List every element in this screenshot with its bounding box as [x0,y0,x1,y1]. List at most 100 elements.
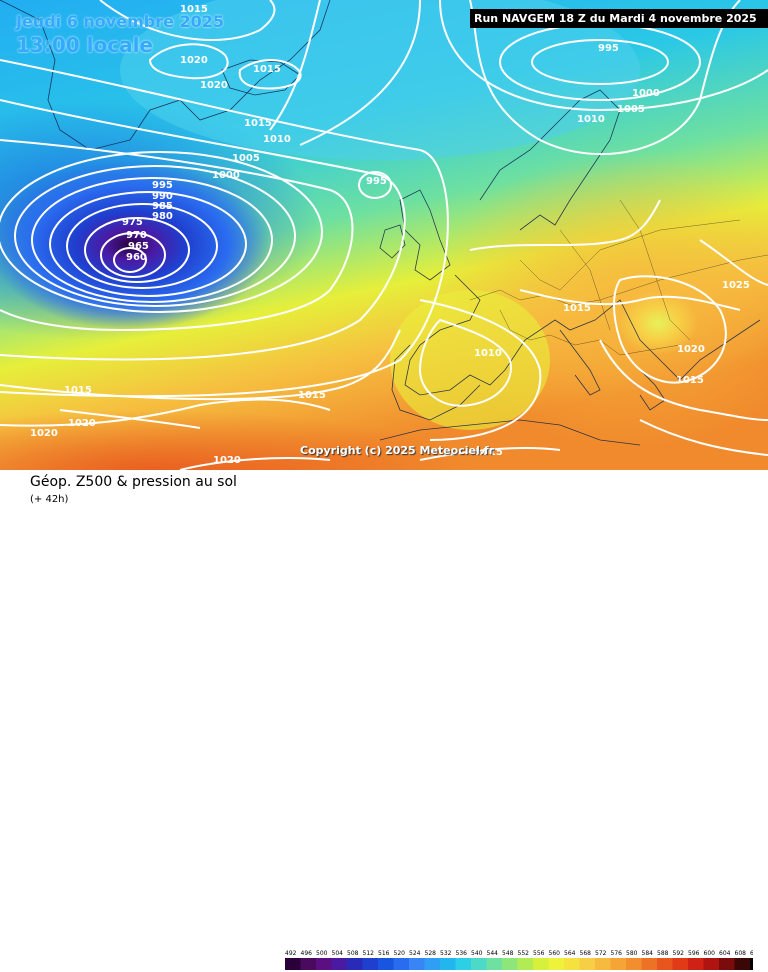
isobar-1005 [0,99,406,361]
legend-tick-label: 564 [564,950,576,957]
legend-swatch [548,958,564,970]
legend-swatch [595,958,611,970]
isobar-label: 1005 [617,104,645,115]
legend-swatch [378,958,394,970]
isobar-1020-left [59,409,201,429]
isobar-1015-mid [519,289,741,311]
legend-tick-label: 540 [471,950,483,957]
isobar-label: 1015 [244,118,272,129]
legend-tick-label: 592 [673,950,685,957]
legend-tick-label: 544 [487,950,499,957]
legend-tick-label: 508 [347,950,359,957]
legend-swatch [393,958,409,970]
south-red-area [0,410,470,470]
map-canvas: 1015 1020 1020 1015 1015 1010 1005 1000 … [0,0,768,470]
isobar-1010-iberia [418,318,512,407]
isobar-995-small [358,171,392,199]
legend-swatch [316,958,332,970]
isobar-label: 1000 [212,170,240,181]
legend-tick-label: 524 [409,950,421,957]
legend-tick-label: 612 [750,950,753,957]
isobar-label: 1015 [64,385,92,396]
legend-swatch [455,958,471,970]
country-borders [469,199,768,356]
isobar-995 [0,151,323,313]
europe-coast [404,274,761,396]
border-4 [559,229,611,331]
isobar-label: 980 [152,211,173,222]
legend-tick-label: 504 [332,950,344,957]
isobar-label: 1020 [180,55,208,66]
legend-swatch [564,958,580,970]
isobar-label: 1020 [677,344,705,355]
isobar-greenland-1020 [148,43,229,80]
legend-swatch [688,958,704,970]
legend-swatch [672,958,688,970]
isobar-label: 1020 [200,80,228,91]
forecast-date: Jeudi 6 novembre 2025 [16,12,225,31]
legend-swatch [517,958,533,970]
legend-tick-label: 528 [425,950,437,957]
isobar-labels: 1015 1020 1020 1015 1015 1010 1005 1000 … [30,4,750,466]
legend-swatch [579,958,595,970]
legend-swatch [533,958,549,970]
isobar-960 [113,247,147,273]
legend-tick-label: 588 [657,950,669,957]
border-5 [619,199,691,341]
legend-swatch [362,958,378,970]
legend-swatch [626,958,642,970]
isobar-1015-se [599,339,768,421]
north-africa-coast [379,419,641,446]
isobar-1020-se [639,419,768,456]
isobar-label: 1010 [577,114,605,125]
isobar-975 [66,203,218,289]
isobar-995-nordic [531,39,669,85]
footer: Géop. Z500 & pression au sol (+ 42h) 492… [0,470,768,970]
isobar-label: 990 [152,191,173,202]
legend-swatch [734,958,750,970]
legend-swatch [285,958,301,970]
legend-swatch [750,958,753,970]
isobar-965 [100,232,166,278]
isobar-1015-europe [469,199,661,251]
isobar-label: 975 [122,217,143,228]
run-info-banner: Run NAVGEM 18 Z du Mardi 4 novembre 2025 [470,9,768,28]
isobar-label: 1005 [232,153,260,164]
legend-swatch [703,958,719,970]
legend-swatch [331,958,347,970]
isobar-label: 1015 [475,447,503,458]
isobar-1015-bottom [419,447,561,461]
legend-tick-label: 496 [301,950,313,957]
isobar-1000 [0,139,354,332]
legend-tick-label: 532 [440,950,452,957]
legend-tick-label: 548 [502,950,514,957]
greenland-coast [0,0,331,151]
north-light-blue [120,0,640,160]
weather-map: 1015 1020 1020 1015 1015 1010 1005 1000 … [0,0,768,470]
legend-swatch [300,958,316,970]
legend-swatch [486,958,502,970]
balkan-green-spot [618,291,698,355]
isobars [0,0,768,470]
legend-swatch [347,958,363,970]
italy-coast [559,329,601,396]
legend-swatch [719,958,735,970]
isobar-985 [31,177,273,303]
legend-tick-label: 556 [533,950,545,957]
isobar-label: 1000 [632,88,660,99]
isobar-1020-balkan [613,275,727,384]
isobar-label: 1015 [298,390,326,401]
isobar-1015-iberia [419,299,542,441]
legend-tick-label: 492 [285,950,297,957]
legend-swatch [657,958,673,970]
legend-tick-label: 596 [688,950,700,957]
iberia-yellow-area [390,290,550,430]
isobar-label: 1010 [474,348,502,359]
legend-swatch [440,958,456,970]
isobar-label: 1025 [722,280,750,291]
isobar-label: 1020 [213,455,241,466]
legend-tick-label: 552 [518,950,530,957]
isobar-970 [84,217,190,283]
isobar-1020-bottom [179,457,331,470]
isobar-label: 970 [126,230,147,241]
